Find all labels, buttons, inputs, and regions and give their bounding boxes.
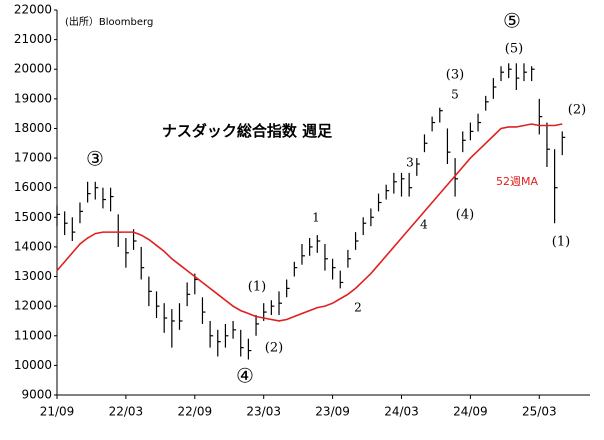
wave-label: ③	[86, 147, 104, 171]
wave-label: (2)	[568, 103, 586, 118]
x-tick-label: 23/09	[315, 405, 350, 419]
y-tick-label: 20000	[14, 62, 52, 76]
wave-label: ④	[236, 364, 254, 388]
y-tick-label: 18000	[14, 121, 52, 135]
x-tick-label: 22/03	[109, 405, 144, 419]
wave-label: 1	[312, 211, 320, 225]
x-tick-label: 22/09	[178, 405, 213, 419]
source: (出所）Bloomberg	[65, 15, 153, 28]
wave-label: ⑤	[503, 9, 521, 33]
y-tick-label: 17000	[14, 151, 52, 165]
wave-label: (3)	[446, 68, 464, 83]
wave-label: (2)	[265, 341, 283, 356]
y-tick-label: 19000	[14, 91, 52, 105]
y-tick-label: 12000	[14, 299, 52, 313]
y-tick-label: 14000	[14, 239, 52, 253]
ma-label: 52週MA	[496, 175, 538, 188]
y-tick-label: 15000	[14, 210, 52, 224]
wave-label: 2	[354, 301, 362, 315]
y-tick-label: 22000	[14, 3, 52, 17]
x-tick-label: 21/09	[40, 405, 75, 419]
x-tick-label: 24/03	[384, 405, 419, 419]
chart-title: ナスダック総合指数 週足	[162, 122, 333, 140]
wave-label: 3	[406, 156, 414, 170]
x-tick-label: 24/09	[453, 405, 488, 419]
wave-label: 5	[451, 88, 459, 102]
wave-label: (4)	[456, 208, 474, 223]
wave-label: (5)	[505, 42, 523, 57]
x-tick-label: 25/03	[522, 405, 557, 419]
y-tick-label: 10000	[14, 358, 52, 372]
y-tick-label: 9000	[21, 388, 52, 402]
ma-line	[56, 123, 563, 322]
wave-label: (1)	[248, 280, 266, 295]
y-tick-label: 13000	[14, 269, 52, 283]
y-tick-label: 11000	[14, 328, 52, 342]
y-tick-label: 21000	[14, 32, 52, 46]
x-tick-label: 23/03	[246, 405, 281, 419]
wave-label: (1)	[552, 235, 570, 250]
y-tick-label: 16000	[14, 180, 52, 194]
wave-label: 4	[420, 218, 428, 232]
